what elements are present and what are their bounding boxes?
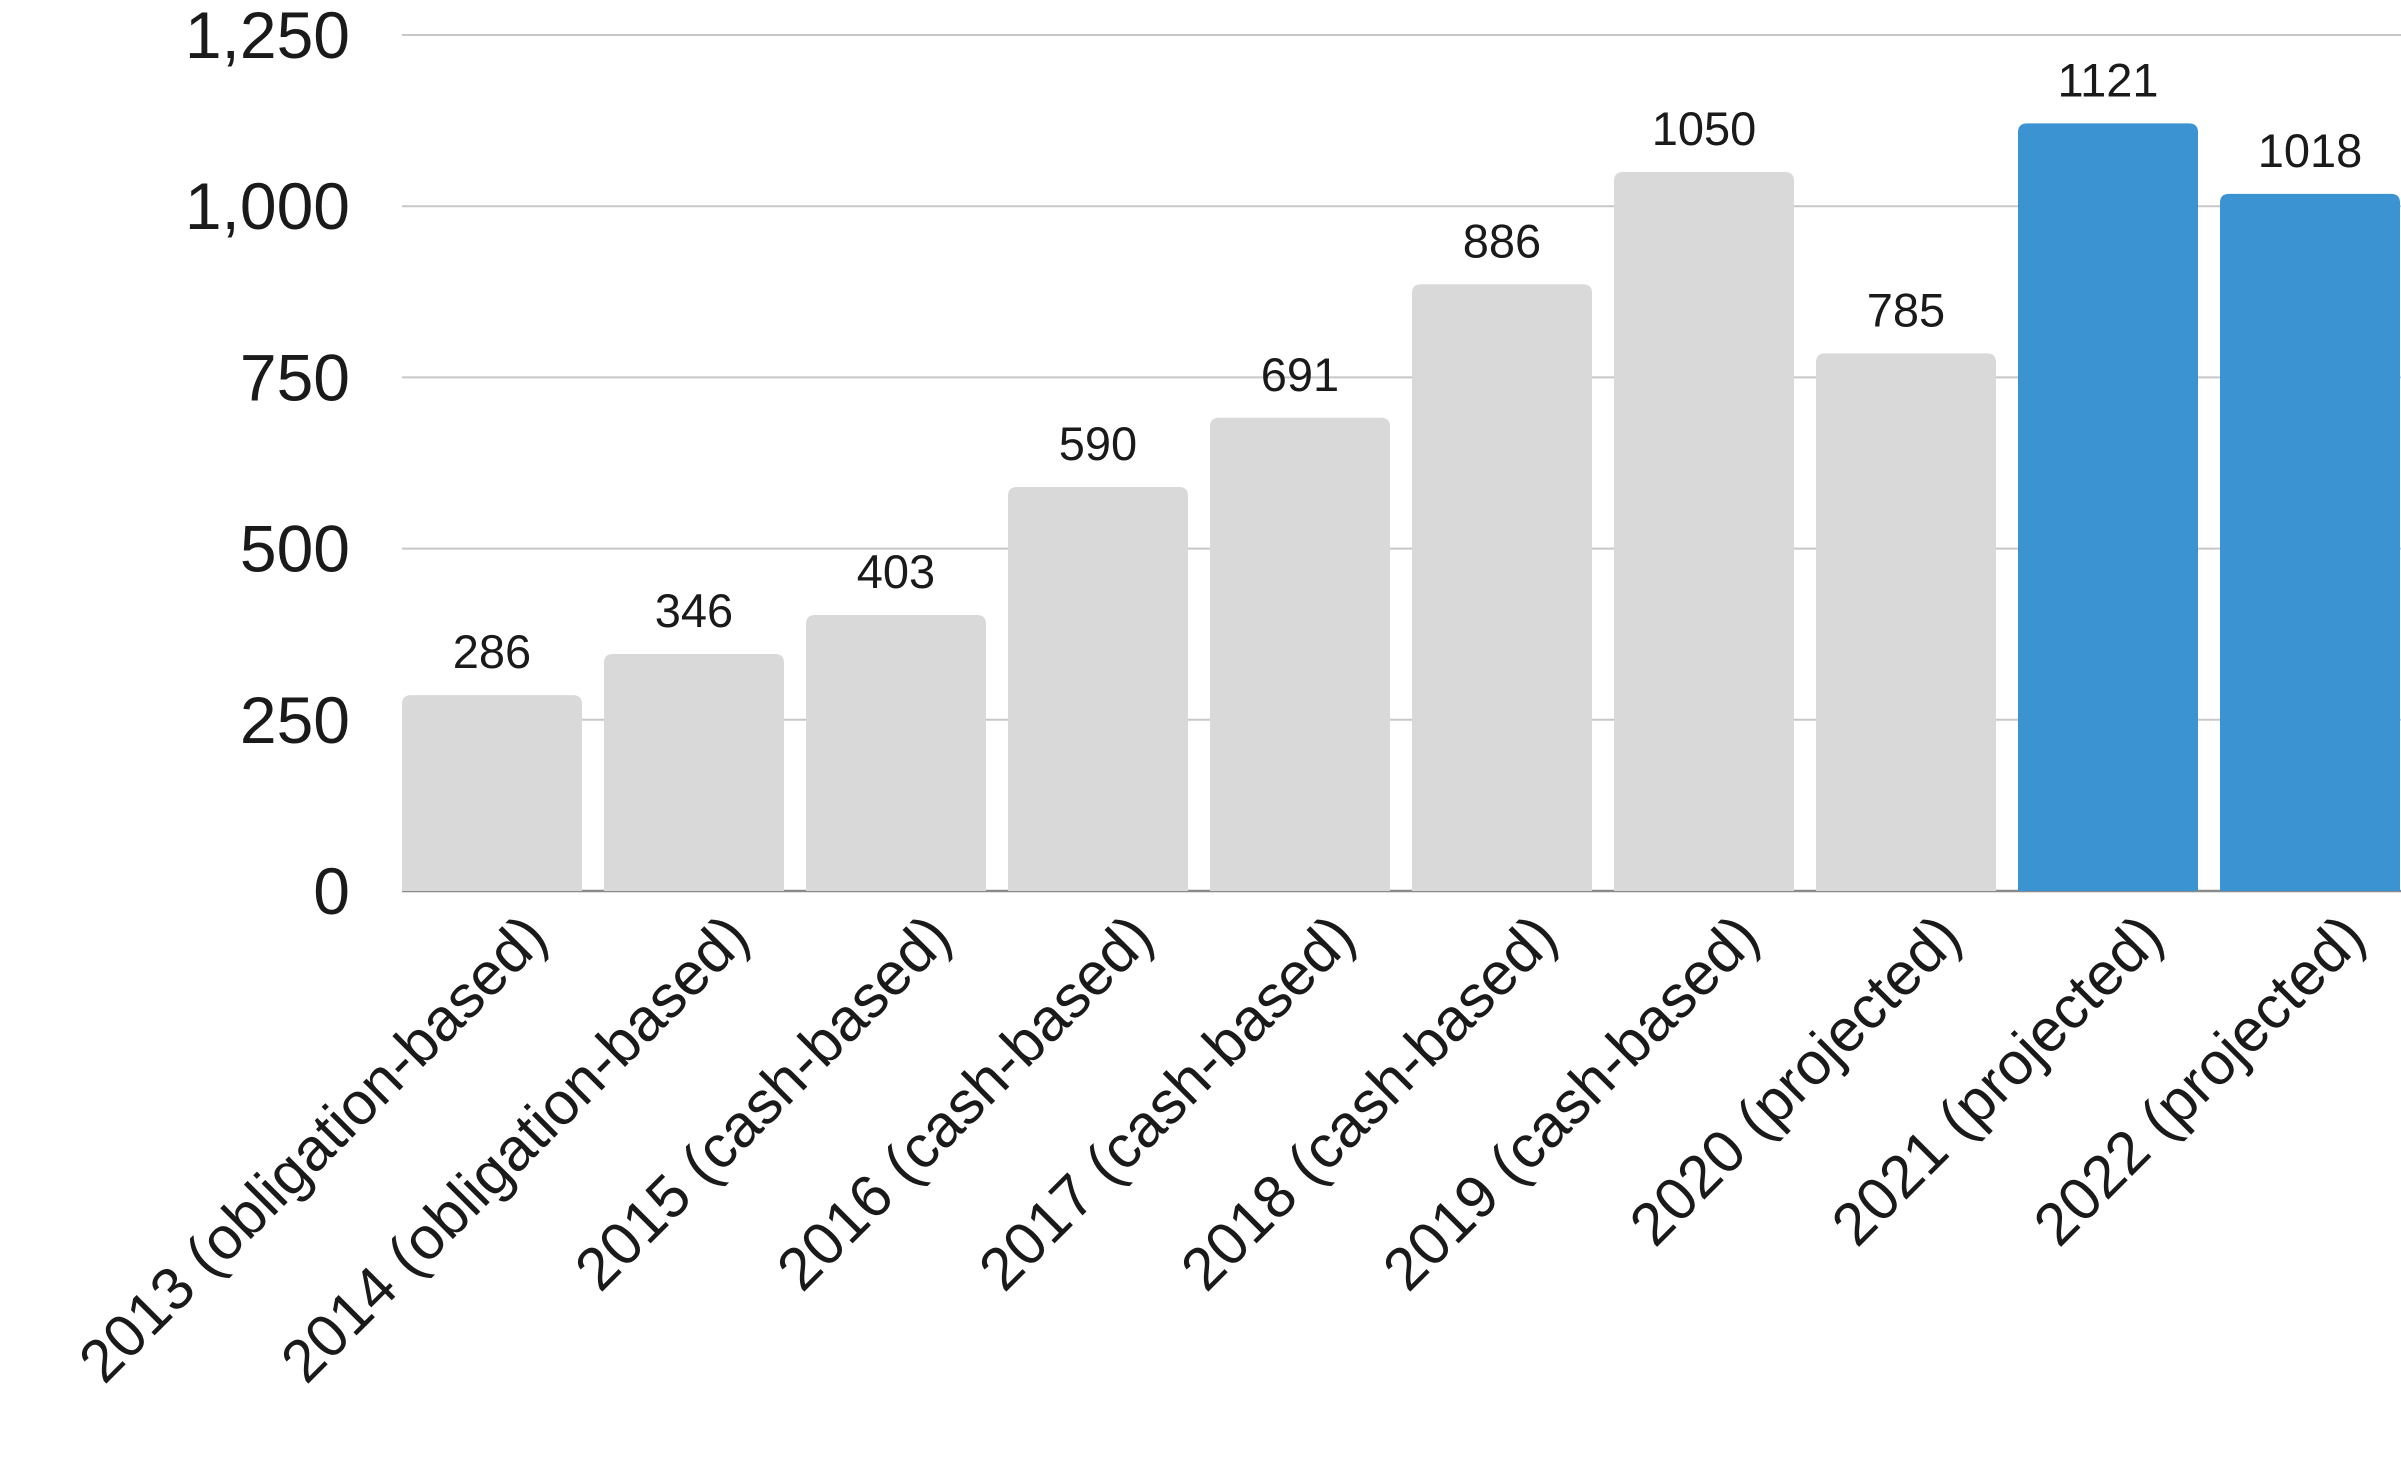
x-tick-label: 2019 (cash-based) <box>1370 902 1771 1303</box>
bar-2016 <box>1008 486 1188 891</box>
y-axis-tick-labels: 0 250 500 750 1,000 1,250 <box>185 0 350 928</box>
data-label: 785 <box>1867 283 1945 336</box>
data-label: 346 <box>655 584 733 637</box>
bar-2017 <box>1210 417 1390 891</box>
y-tick-label: 250 <box>240 683 350 757</box>
data-label: 1121 <box>2057 53 2158 106</box>
x-tick-label: 2018 (cash-based) <box>1168 902 1569 1303</box>
data-label: 1018 <box>2258 124 2363 177</box>
data-label: 691 <box>1261 348 1339 401</box>
bar-2019 <box>1614 171 1794 891</box>
y-tick-label: 500 <box>240 512 350 586</box>
y-tick-label: 1,250 <box>185 0 350 72</box>
data-label: 1050 <box>1652 102 1757 155</box>
data-label: 286 <box>453 625 531 678</box>
x-axis-tick-labels: 2013 (obligation-based)2014 (obligation-… <box>66 902 2377 1395</box>
bar-2018 <box>1412 284 1592 891</box>
y-tick-label: 0 <box>313 854 350 928</box>
bars <box>402 123 2400 891</box>
x-tick-label: 2016 (cash-based) <box>764 902 1165 1303</box>
data-label: 886 <box>1463 214 1541 267</box>
data-labels: 286 346 403 590 691 886 1050 785 1121 1018 <box>453 53 2362 678</box>
bar-2013 <box>402 695 582 891</box>
x-tick-label: 2017 (cash-based) <box>966 902 1367 1303</box>
bar-2020 <box>1816 353 1996 891</box>
x-tick-label: 2015 (cash-based) <box>562 902 963 1303</box>
data-label: 403 <box>857 545 935 598</box>
data-label: 590 <box>1059 417 1137 470</box>
bar-2021 <box>2018 123 2198 891</box>
bar-2022 <box>2220 193 2400 891</box>
bar-2015 <box>806 615 986 891</box>
y-tick-label: 750 <box>240 340 350 414</box>
bar-2014 <box>604 654 784 891</box>
y-tick-label: 1,000 <box>185 169 350 243</box>
